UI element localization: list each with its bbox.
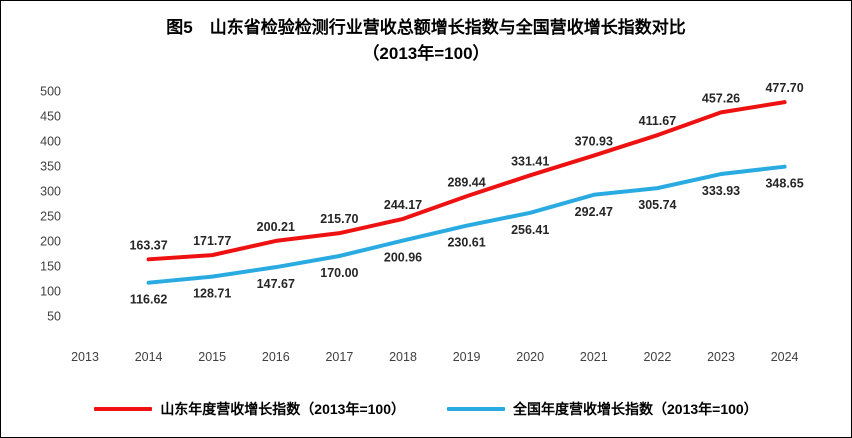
data-label: 200.21: [257, 220, 295, 234]
chart-legend: 山东年度营收增长指数（2013年=100） 全国年度营收增长指数（2013年=1…: [1, 399, 851, 419]
data-label: 171.77: [193, 234, 231, 248]
legend-line-sample-national: [447, 407, 505, 411]
data-label: 370.93: [575, 135, 613, 149]
data-label: 215.70: [320, 212, 358, 226]
data-label: 292.47: [575, 205, 613, 219]
x-axis-tick-label: 2017: [325, 350, 353, 364]
data-label: 457.26: [702, 91, 740, 105]
y-axis-tick-label: 350: [40, 160, 61, 174]
y-axis-tick-label: 500: [40, 85, 61, 99]
y-axis-tick-label: 100: [40, 285, 61, 299]
x-axis-tick-label: 2018: [389, 350, 417, 364]
x-axis-tick-label: 2016: [262, 350, 290, 364]
legend-line-sample-shandong: [94, 407, 153, 411]
data-label: 244.17: [384, 198, 422, 212]
data-label: 305.74: [638, 198, 676, 212]
data-label: 333.93: [702, 184, 740, 198]
data-label: 147.67: [257, 277, 295, 291]
data-label: 348.65: [765, 177, 803, 191]
legend-item-national: 全国年度营收增长指数（2013年=100）: [447, 399, 758, 419]
x-axis-tick-label: 2020: [516, 350, 544, 364]
x-axis-tick-label: 2013: [71, 350, 99, 364]
chart-title: 图5 山东省检验检测行业营收总额增长指数与全国营收增长指数对比 （2013年=1…: [1, 15, 851, 68]
y-axis-tick-label: 200: [40, 235, 61, 249]
y-axis-tick-label: 300: [40, 185, 61, 199]
y-axis-tick-label: 150: [40, 260, 61, 274]
chart-title-line1: 图5 山东省检验检测行业营收总额增长指数与全国营收增长指数对比: [166, 18, 686, 37]
x-axis-tick-label: 2024: [771, 350, 799, 364]
data-label: 331.41: [511, 154, 549, 168]
y-axis-tick-label: 400: [40, 135, 61, 149]
data-label: 163.37: [129, 238, 167, 252]
legend-label-national: 全国年度营收增长指数（2013年=100）: [513, 401, 758, 417]
x-axis-tick-label: 2014: [135, 350, 163, 364]
y-axis-tick-label: 450: [40, 110, 61, 124]
series-line-1: [146, 164, 787, 285]
data-label: 289.44: [447, 175, 485, 189]
data-label: 116.62: [130, 293, 168, 307]
data-label: 128.71: [193, 287, 231, 301]
y-axis-tick-label: 250: [40, 210, 61, 224]
x-axis-tick-label: 2021: [580, 350, 608, 364]
data-label: 170.00: [320, 266, 358, 280]
y-axis-tick-label: 50: [47, 310, 61, 324]
legend-item-shandong: 山东年度营收增长指数（2013年=100）: [94, 399, 405, 419]
data-label: 411.67: [639, 114, 677, 128]
data-label: 200.96: [384, 251, 422, 265]
x-axis-tick-label: 2019: [453, 350, 481, 364]
x-axis-tick-label: 2022: [643, 350, 671, 364]
x-axis-tick-label: 2015: [198, 350, 226, 364]
x-axis-tick-label: 2023: [707, 350, 735, 364]
series-line-0: [146, 100, 787, 262]
data-label: 230.61: [447, 236, 485, 250]
legend-label-shandong: 山东年度营收增长指数（2013年=100）: [160, 401, 405, 417]
chart-title-line2: （2013年=100）: [362, 44, 490, 64]
data-label: 477.70: [765, 81, 803, 95]
data-label: 256.41: [511, 223, 549, 237]
